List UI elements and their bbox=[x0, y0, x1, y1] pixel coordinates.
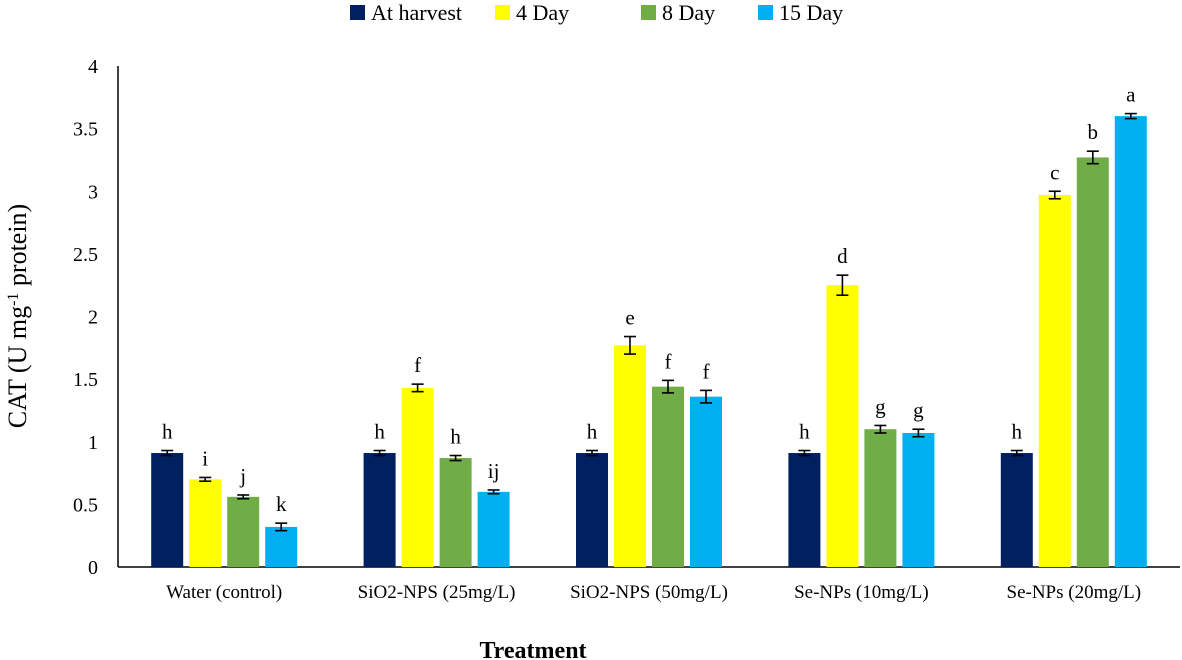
error-bar bbox=[237, 494, 250, 500]
bar bbox=[652, 386, 684, 567]
significance-letter: c bbox=[1050, 160, 1059, 184]
bar bbox=[576, 453, 608, 567]
bar bbox=[227, 496, 260, 567]
series-4-day: i f e d c bbox=[189, 160, 1071, 567]
error-bar bbox=[1010, 449, 1023, 457]
bar bbox=[1114, 116, 1147, 567]
error-bar bbox=[487, 489, 500, 495]
y-tick-label: 1.5 bbox=[73, 369, 98, 391]
bar bbox=[614, 345, 646, 567]
error-bar bbox=[874, 424, 887, 434]
y-tick-label: 3.5 bbox=[73, 119, 98, 141]
bar bbox=[690, 396, 722, 567]
bar bbox=[788, 453, 821, 567]
y-tick-label: 2.5 bbox=[73, 244, 98, 266]
legend-swatch bbox=[495, 5, 510, 20]
significance-letter: h bbox=[587, 420, 598, 444]
error-bar bbox=[161, 449, 174, 457]
legend-item: At harvest bbox=[350, 0, 462, 25]
bar bbox=[1000, 453, 1033, 567]
significance-letter: f bbox=[703, 359, 710, 383]
significance-letter: a bbox=[1126, 83, 1136, 107]
bar bbox=[902, 432, 935, 567]
series-15-day: k ij f g a bbox=[265, 83, 1147, 567]
significance-letter: h bbox=[450, 425, 461, 449]
error-bar bbox=[798, 449, 811, 457]
significance-letter: h bbox=[374, 420, 385, 444]
x-tick-label: SiO2-NPS (50mg/L) bbox=[570, 582, 728, 603]
bar bbox=[826, 285, 859, 567]
y-tick-label: 0 bbox=[88, 557, 98, 579]
bars: h h h h h i f e d c j h f g b k ij f g a bbox=[151, 83, 1147, 567]
legend-label: 4 Day bbox=[516, 0, 569, 25]
significance-letter: f bbox=[414, 353, 421, 377]
error-bar bbox=[1048, 190, 1061, 200]
legend-label: 8 Day bbox=[662, 0, 715, 25]
bar bbox=[189, 479, 222, 567]
error-bar bbox=[586, 449, 598, 457]
legend-swatch bbox=[350, 5, 365, 20]
x-tick-label: SiO2-NPS (25mg/L) bbox=[358, 582, 516, 603]
x-axis: Water (control) SiO2-NPS (25mg/L) SiO2-NPS… bbox=[118, 566, 1180, 603]
y-tick-label: 1 bbox=[88, 432, 98, 454]
y-tick-label: 3 bbox=[88, 181, 98, 203]
significance-letter: g bbox=[875, 394, 886, 418]
significance-letter: k bbox=[276, 492, 287, 516]
error-bar bbox=[836, 274, 849, 297]
significance-letter: j bbox=[239, 464, 246, 488]
error-bar bbox=[373, 449, 386, 457]
x-axis-label: Treatment bbox=[479, 638, 586, 660]
legend-label: At harvest bbox=[371, 0, 462, 25]
significance-letter: b bbox=[1088, 120, 1099, 144]
significance-letter: h bbox=[1012, 420, 1023, 444]
bar bbox=[1076, 157, 1109, 567]
significance-letter: g bbox=[913, 398, 924, 422]
series-8-day: j h f g b bbox=[227, 120, 1109, 567]
bar bbox=[401, 387, 434, 567]
significance-letter: f bbox=[665, 349, 672, 373]
y-tick-label: 2 bbox=[88, 307, 98, 329]
error-bar bbox=[1124, 112, 1137, 120]
significance-letter: h bbox=[162, 420, 173, 444]
error-bar bbox=[912, 428, 925, 438]
y-axis-label: CAT (U mg-1 protein) bbox=[3, 204, 32, 428]
significance-letter: i bbox=[202, 446, 208, 470]
x-tick-label: Se-NPs (20mg/L) bbox=[1007, 582, 1142, 603]
x-tick-label: Water (control) bbox=[166, 582, 282, 603]
legend-swatch bbox=[641, 5, 656, 20]
significance-letter: h bbox=[799, 420, 810, 444]
error-bar bbox=[275, 522, 288, 532]
y-tick-label: 0.5 bbox=[73, 494, 98, 516]
error-bar bbox=[1086, 150, 1099, 165]
error-bar bbox=[199, 476, 212, 483]
bar bbox=[265, 526, 298, 567]
x-tick-label: Se-NPs (10mg/L) bbox=[794, 582, 929, 603]
significance-letter: e bbox=[625, 306, 634, 330]
legend: At harvest 4 Day 8 Day 15 Day bbox=[350, 0, 843, 25]
significance-letter: ij bbox=[488, 459, 500, 483]
error-bar bbox=[700, 389, 712, 404]
bar bbox=[363, 453, 396, 567]
bar bbox=[151, 453, 184, 567]
y-tick-label: 4 bbox=[88, 56, 98, 78]
error-bar bbox=[624, 335, 636, 355]
error-bar bbox=[662, 379, 674, 394]
legend-swatch bbox=[758, 5, 773, 20]
y-axis: 0 0.5 1 1.5 2 2.5 3 3.5 4 bbox=[73, 56, 119, 579]
legend-label: 15 Day bbox=[779, 0, 843, 25]
legend-item: 15 Day bbox=[758, 0, 843, 25]
bar bbox=[1038, 195, 1071, 567]
error-bar bbox=[411, 383, 424, 393]
legend-item: 8 Day bbox=[641, 0, 715, 25]
legend-item: 4 Day bbox=[495, 0, 569, 25]
bar bbox=[477, 491, 510, 567]
significance-letter: d bbox=[837, 244, 848, 268]
bar bbox=[864, 429, 897, 567]
error-bar bbox=[449, 454, 462, 462]
bar bbox=[439, 458, 472, 567]
